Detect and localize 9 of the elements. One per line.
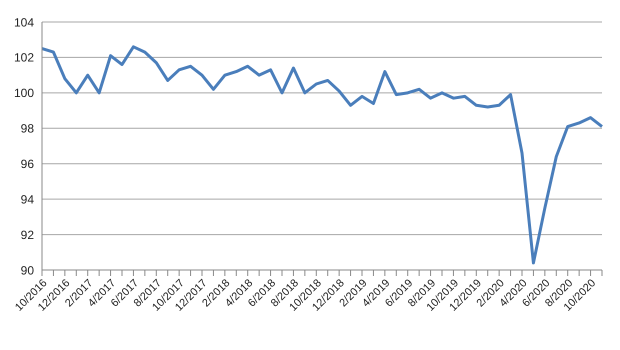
y-tick-label: 94 xyxy=(20,192,34,206)
y-tick-label: 104 xyxy=(14,15,34,30)
y-tick-label: 102 xyxy=(14,50,34,65)
y-tick-label: 90 xyxy=(20,263,34,278)
y-tick-label: 100 xyxy=(14,86,34,100)
y-tick-label: 96 xyxy=(20,156,34,171)
line-series xyxy=(40,45,604,264)
y-tick-label: 98 xyxy=(20,122,34,136)
y-tick-label: 92 xyxy=(20,228,34,242)
